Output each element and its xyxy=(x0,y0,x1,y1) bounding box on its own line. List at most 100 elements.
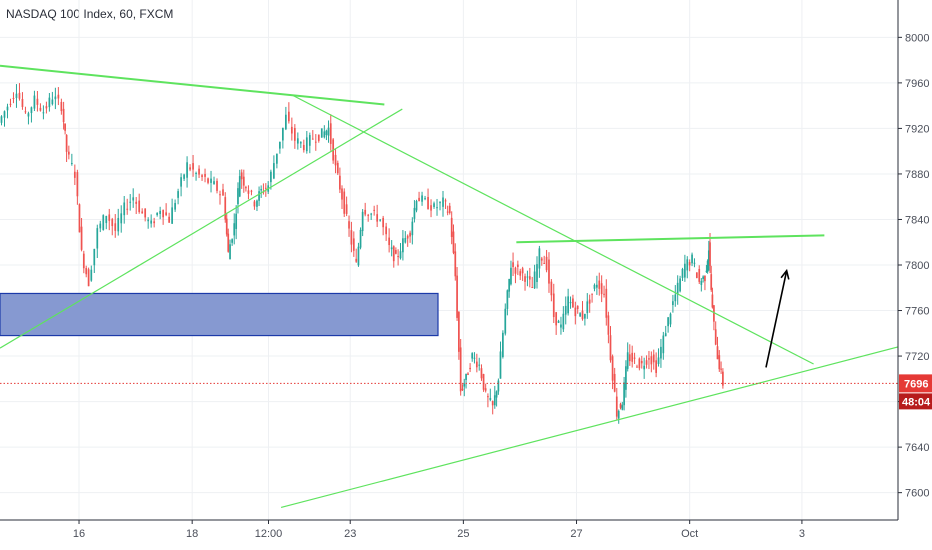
price-axis-bg xyxy=(898,0,932,550)
candle-body xyxy=(444,200,447,202)
candle-body xyxy=(430,205,432,211)
candle-body xyxy=(111,219,114,227)
candle-body xyxy=(308,135,311,146)
candle-body xyxy=(572,298,574,308)
price-tick-label: 7640 xyxy=(905,442,929,454)
price-tick-label: 7800 xyxy=(905,260,929,272)
candle-body xyxy=(180,177,182,187)
candle-body xyxy=(581,310,584,320)
price-tick-label: 7960 xyxy=(905,78,929,90)
candle-body xyxy=(253,201,256,207)
candle-body xyxy=(36,98,39,105)
demand-zone-box[interactable] xyxy=(0,292,439,337)
candle-body xyxy=(688,262,691,266)
candle-body xyxy=(129,201,132,203)
trend-line[interactable] xyxy=(0,108,403,349)
candle-body xyxy=(621,405,624,410)
trend-line[interactable] xyxy=(0,64,385,106)
candle-body xyxy=(256,200,258,207)
candle-body xyxy=(165,212,167,216)
candle-body xyxy=(30,107,33,114)
candle-body xyxy=(705,270,708,272)
candle-body xyxy=(85,268,88,275)
candle-body xyxy=(487,396,489,398)
candle-body xyxy=(718,355,721,370)
candle-body xyxy=(350,230,353,245)
candle-body xyxy=(82,253,85,269)
candle-body xyxy=(576,305,579,310)
candle-body xyxy=(174,203,176,210)
candle-body xyxy=(65,135,68,152)
candle-body xyxy=(508,279,511,292)
candle-body xyxy=(421,195,423,202)
candle-body xyxy=(78,204,81,233)
candle-body xyxy=(722,371,724,386)
candle-body xyxy=(454,251,457,277)
candle-body xyxy=(631,352,634,362)
candle-body xyxy=(713,305,715,322)
candle-body xyxy=(153,221,156,224)
candle-body xyxy=(320,128,323,138)
candle-body xyxy=(617,410,620,419)
candle-body xyxy=(227,233,230,252)
candle-body xyxy=(150,220,153,224)
candle-body xyxy=(399,251,402,259)
candle-body xyxy=(623,382,625,406)
candle-body xyxy=(233,223,236,236)
countdown-badge xyxy=(899,393,932,410)
candle-body xyxy=(357,246,360,266)
candle-body xyxy=(87,269,90,287)
candle-body xyxy=(662,335,665,354)
candle-body xyxy=(93,248,96,266)
candle-body xyxy=(409,232,411,237)
candle-body xyxy=(314,141,317,143)
candle-body xyxy=(126,208,129,210)
candle-body xyxy=(664,333,667,337)
candle-body xyxy=(710,274,713,290)
candle-body xyxy=(207,178,209,183)
candle-body xyxy=(611,356,614,381)
candle-body xyxy=(448,205,451,213)
candle-body xyxy=(57,94,60,99)
price-tick-label: 7760 xyxy=(905,306,929,318)
candle-body xyxy=(210,178,212,183)
candle-body xyxy=(64,123,66,131)
candle-body xyxy=(33,95,36,109)
candle-body xyxy=(285,114,287,130)
price-tick-label: 8000 xyxy=(905,32,929,44)
candle-body xyxy=(260,189,263,191)
candle-body xyxy=(521,268,524,274)
last-price-badge[interactable] xyxy=(899,374,932,393)
candle-body xyxy=(105,216,108,224)
trend-line[interactable] xyxy=(292,94,814,365)
candle-body xyxy=(545,256,548,271)
candle-body xyxy=(586,301,589,314)
candle-body xyxy=(6,106,9,111)
candle-body xyxy=(21,98,24,107)
candle-body xyxy=(302,144,305,151)
candle-body xyxy=(204,174,206,177)
candle-body xyxy=(198,168,200,175)
candle-body xyxy=(54,96,57,100)
candle-body xyxy=(493,395,496,406)
candle-body xyxy=(645,360,648,365)
candle-body xyxy=(538,248,541,269)
candle-body xyxy=(390,247,393,250)
candle-body xyxy=(510,267,512,285)
candle-body xyxy=(373,209,376,211)
candle-body xyxy=(504,308,507,334)
candle-body xyxy=(552,293,555,318)
up-arrow-annotation[interactable] xyxy=(765,270,788,368)
candle-body xyxy=(626,352,629,369)
candle-body xyxy=(382,217,385,228)
trend-line[interactable] xyxy=(280,346,899,509)
candle-body xyxy=(707,250,710,261)
candle-body xyxy=(242,176,245,186)
candle-body xyxy=(458,311,460,352)
candle-body xyxy=(519,271,522,276)
price-tick-label: 7920 xyxy=(905,123,929,135)
trend-line[interactable] xyxy=(516,234,825,244)
time-tick-label: 3 xyxy=(799,528,805,540)
candle-body xyxy=(18,92,21,99)
